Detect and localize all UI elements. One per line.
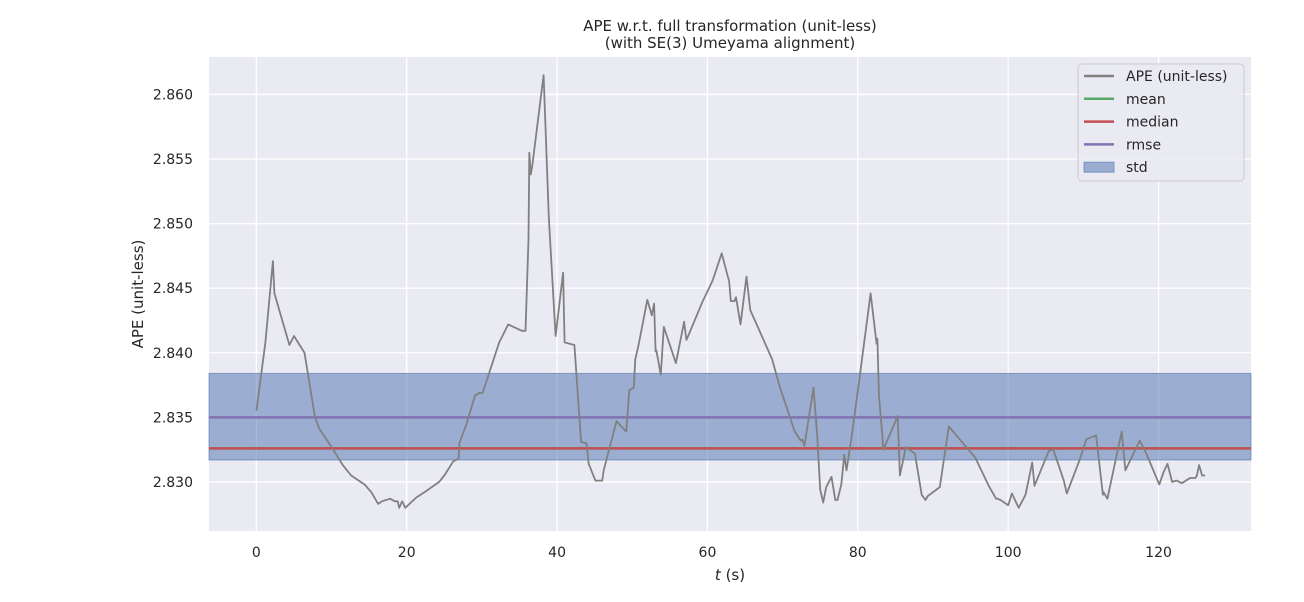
ape-series-line xyxy=(255,74,1206,509)
y-tick-label: 2.840 xyxy=(153,346,193,362)
legend-label: mean xyxy=(1126,92,1166,108)
y-tick-label: 2.850 xyxy=(153,217,193,233)
x-tick-labels: 0 20 40 60 80 100 120 xyxy=(252,545,1172,561)
chart-title: APE w.r.t. full transformation (unit-les… xyxy=(583,17,877,35)
y-tick-label: 2.845 xyxy=(153,281,193,297)
x-tick-label: 60 xyxy=(699,545,717,561)
legend-label: rmse xyxy=(1126,137,1161,153)
y-tick-label: 2.835 xyxy=(153,410,193,426)
chart-subtitle: (with SE(3) Umeyama alignment) xyxy=(605,34,856,52)
x-axis-label: t (s) xyxy=(715,566,745,584)
stat-lines-layer xyxy=(209,416,1251,450)
legend: APE (unit-less) mean median rmse std xyxy=(1077,63,1245,182)
y-axis-label: APE (unit-less) xyxy=(129,240,147,349)
legend-frame xyxy=(1077,63,1245,182)
x-tick-label: 80 xyxy=(849,545,867,561)
x-axis-label-var: t xyxy=(715,566,722,584)
legend-label: median xyxy=(1126,115,1178,131)
y-tick-label: 2.855 xyxy=(153,152,193,168)
x-tick-label: 120 xyxy=(1145,545,1172,561)
x-axis-label-unit: (s) xyxy=(721,566,745,584)
y-tick-label: 2.830 xyxy=(153,475,193,491)
series-layer xyxy=(255,74,1206,509)
y-tick-labels: 2.830 2.835 2.840 2.845 2.850 2.855 2.860 xyxy=(153,87,193,490)
title-block: APE w.r.t. full transformation (unit-les… xyxy=(583,17,877,52)
legend-swatch-std xyxy=(1083,161,1115,173)
legend-label: APE (unit-less) xyxy=(1126,69,1228,85)
x-tick-label: 40 xyxy=(548,545,566,561)
x-tick-label: 100 xyxy=(995,545,1022,561)
x-tick-label: 0 xyxy=(252,545,261,561)
y-tick-label: 2.860 xyxy=(153,87,193,103)
x-tick-label: 20 xyxy=(398,545,416,561)
legend-label: std xyxy=(1126,160,1148,176)
